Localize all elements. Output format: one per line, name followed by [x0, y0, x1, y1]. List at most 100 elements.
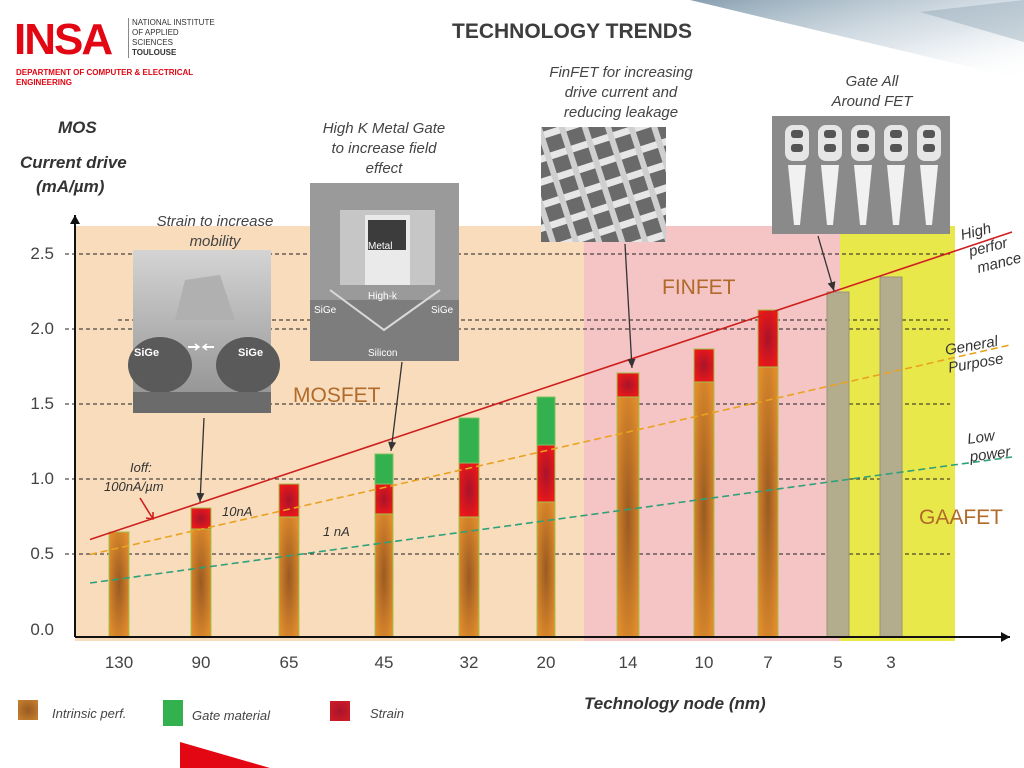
annotation-line: High K Metal Gate	[323, 120, 446, 137]
annotation-line: effect	[366, 160, 404, 177]
y-axis-label-line: Current drive	[20, 153, 127, 172]
x-tick-label: 14	[619, 653, 638, 672]
ioff-label: 100nA/µm	[104, 479, 164, 494]
x-tick-label: 32	[460, 653, 479, 672]
sige-label: SiGe	[238, 347, 263, 359]
trend-label-line: Low	[966, 427, 997, 448]
gaa-fin	[920, 165, 938, 225]
bar-strain-14	[616, 372, 640, 398]
annotation-line: to increase field	[331, 140, 437, 157]
finfet-micrograph	[541, 127, 666, 242]
department-line: ENGINEERING	[16, 78, 73, 87]
trend-line-low-power	[89, 456, 1013, 584]
bar-intrinsic-5	[826, 291, 850, 638]
y-tick-label: 1.5	[30, 394, 54, 413]
bar-intrinsic-3	[879, 276, 903, 638]
gaa-fin	[923, 130, 935, 138]
bar-strain-7	[757, 309, 779, 368]
corner-decoration	[690, 0, 1024, 80]
y-tick-label: 0.5	[30, 544, 54, 563]
logo-line: OF APPLIED	[132, 28, 179, 37]
y-tick-label: 2.5	[30, 244, 54, 263]
gaa-fin	[857, 130, 869, 138]
hkmg-micrograph: Metal High-k SiGe SiGe Silicon	[310, 183, 459, 361]
bar-strain-32	[458, 462, 480, 518]
bar-intrinsic-10	[693, 381, 715, 638]
gaa-fin	[788, 165, 806, 225]
trend-line-general-purpose	[89, 343, 1013, 556]
silicon-label: Silicon	[368, 348, 397, 359]
gaa-fin	[824, 144, 836, 152]
metal-label: Metal	[368, 241, 392, 252]
sige-label: SiGe	[314, 305, 337, 316]
gaa-fin	[890, 130, 902, 138]
bar-gate-45	[374, 453, 394, 485]
ioff-label: Ioff:	[130, 460, 152, 475]
bar-strain-45	[374, 483, 394, 515]
gaa-fin	[824, 130, 836, 138]
zone-label-gaafet: GAAFET	[919, 506, 1003, 529]
gaa-fin	[791, 144, 803, 152]
legend-swatch-gate	[163, 700, 183, 726]
x-tick-label: 130	[105, 653, 133, 672]
annotation-arrowhead	[196, 492, 205, 502]
x-tick-label: 7	[763, 653, 772, 672]
bar-strain-65	[278, 483, 300, 518]
logo-institute-name: NATIONAL INSTITUTE OF APPLIED SCIENCES T…	[128, 18, 232, 58]
annotation-arrow	[390, 361, 403, 452]
annotation-arrowhead	[827, 281, 836, 291]
x-tick-label: 90	[192, 653, 211, 672]
x-axis-label: Technology node (nm)	[584, 694, 766, 713]
ioff-label: 1 nA	[323, 524, 350, 539]
bar-strain-20	[536, 444, 556, 503]
trend-line-high-performance	[89, 231, 1013, 541]
bar-intrinsic-45	[374, 513, 394, 638]
y-tick-label: 2.0	[30, 319, 54, 338]
legend-label-strain: Strain	[370, 706, 404, 721]
department-line: DEPARTMENT OF COMPUTER & ELECTRICAL	[16, 68, 194, 77]
logo-line: NATIONAL INSTITUTE	[132, 18, 215, 27]
x-tick-label: 65	[280, 653, 299, 672]
annotation-line: mobility	[190, 233, 242, 250]
annotation-arrow	[817, 235, 835, 292]
x-tick-label: 3	[886, 653, 895, 672]
x-axis-arrowhead	[1001, 632, 1010, 642]
logo-line: TOULOUSE	[132, 48, 177, 57]
gaa-fin	[857, 144, 869, 152]
logo-line: SCIENCES	[132, 38, 173, 47]
trend-label-line: High	[959, 220, 993, 244]
legend-label-intrinsic: Intrinsic perf.	[52, 706, 127, 721]
corner-decoration	[920, 0, 1024, 42]
annotation-line: FinFET for increasing	[549, 64, 693, 81]
bar-gate-32	[458, 417, 480, 464]
x-tick-label: 10	[695, 653, 714, 672]
x-tick-label: 5	[833, 653, 842, 672]
gaa-fin	[821, 165, 839, 225]
gaa-fin	[923, 144, 935, 152]
legend-swatch-strain	[330, 701, 350, 721]
annotation-arrow	[624, 243, 633, 369]
gaa-fin	[791, 130, 803, 138]
y-axis-label-line: (mA/µm)	[36, 177, 105, 196]
insa-logo: INSA	[14, 15, 113, 64]
legend-swatch-intrinsic	[18, 700, 38, 720]
y-axis-arrowhead	[70, 215, 80, 224]
bar-strain-10	[693, 348, 715, 383]
annotation-line: Gate All	[846, 73, 899, 90]
bar-gate-20	[536, 396, 556, 446]
y-tick-label: 0.0	[30, 620, 54, 639]
bar-intrinsic-65	[278, 516, 300, 638]
y-tick-label: 1.0	[30, 469, 54, 488]
bar-intrinsic-32	[458, 516, 480, 638]
gaa-fin	[854, 165, 872, 225]
legend-label-gate: Gate material	[192, 708, 271, 723]
ioff-arrow	[139, 497, 154, 520]
strain-micrograph: SiGe SiGe	[128, 250, 280, 413]
x-tick-label: 45	[375, 653, 394, 672]
sige-label: SiGe	[431, 305, 454, 316]
x-tick-label: 20	[537, 653, 556, 672]
annotation-line: drive current and	[565, 84, 678, 101]
y-axis-label-line: MOS	[58, 118, 97, 137]
